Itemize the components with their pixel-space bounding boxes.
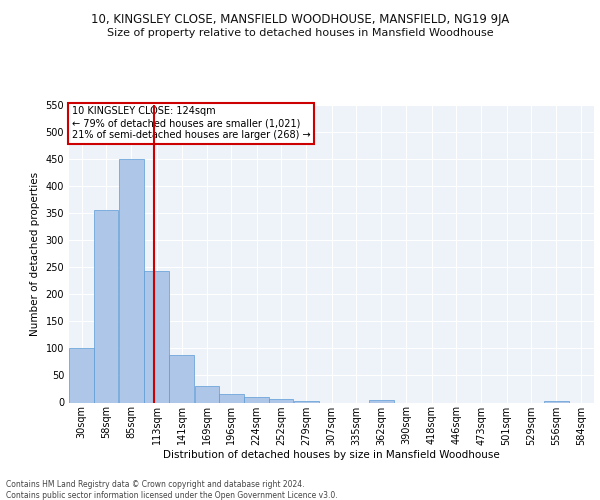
Text: Size of property relative to detached houses in Mansfield Woodhouse: Size of property relative to detached ho…	[107, 28, 493, 38]
Bar	[69, 348, 94, 403]
Bar	[219, 394, 244, 402]
Bar	[544, 401, 569, 402]
Bar	[244, 397, 269, 402]
Bar	[269, 398, 293, 402]
Bar	[369, 400, 394, 402]
X-axis label: Distribution of detached houses by size in Mansfield Woodhouse: Distribution of detached houses by size …	[163, 450, 500, 460]
Bar	[194, 386, 218, 402]
Bar	[169, 356, 194, 403]
Bar	[94, 210, 118, 402]
Text: Contains HM Land Registry data © Crown copyright and database right 2024.
Contai: Contains HM Land Registry data © Crown c…	[6, 480, 338, 500]
Text: 10, KINGSLEY CLOSE, MANSFIELD WOODHOUSE, MANSFIELD, NG19 9JA: 10, KINGSLEY CLOSE, MANSFIELD WOODHOUSE,…	[91, 12, 509, 26]
Y-axis label: Number of detached properties: Number of detached properties	[30, 172, 40, 336]
Bar	[119, 159, 143, 402]
Bar	[144, 271, 169, 402]
Text: 10 KINGSLEY CLOSE: 124sqm
← 79% of detached houses are smaller (1,021)
21% of se: 10 KINGSLEY CLOSE: 124sqm ← 79% of detac…	[71, 106, 310, 140]
Bar	[294, 401, 319, 402]
